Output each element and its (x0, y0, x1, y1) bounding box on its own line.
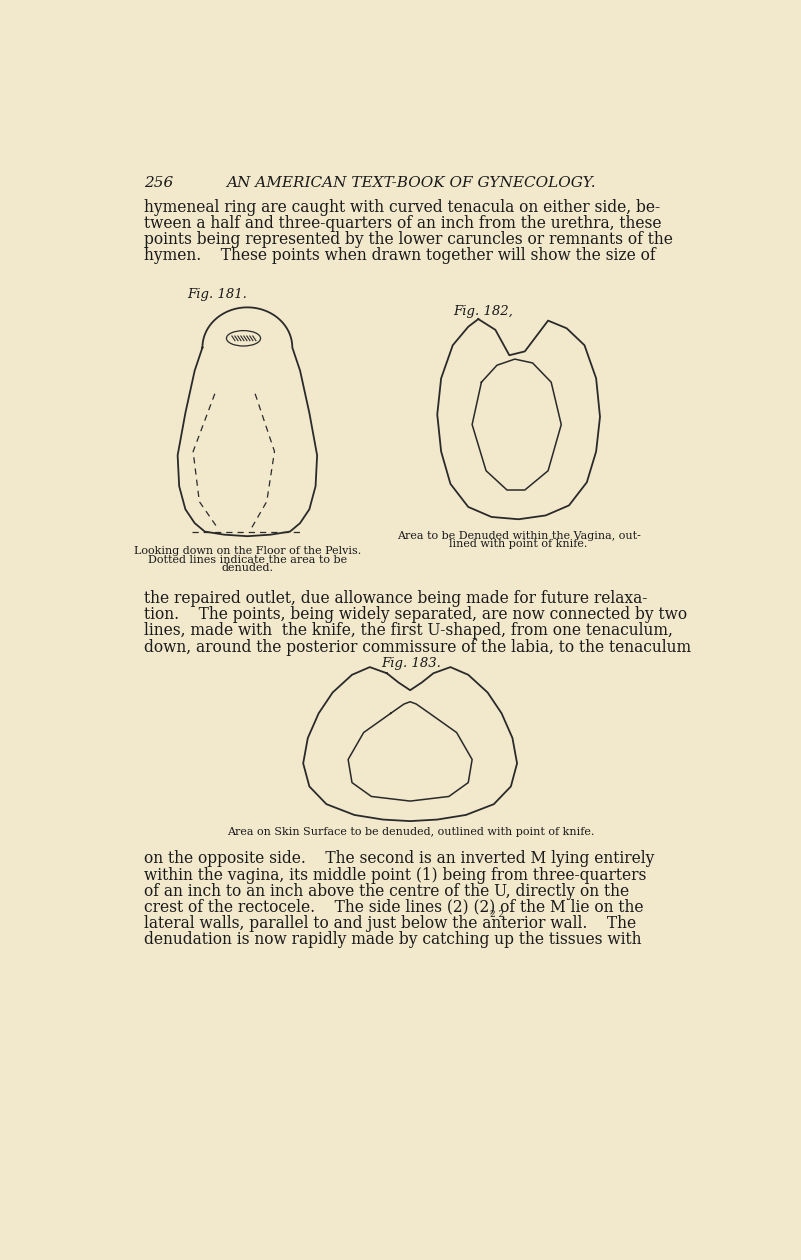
Text: Fig. 182,: Fig. 182, (453, 305, 513, 319)
Text: points being represented by the lower caruncles or remnants of the: points being represented by the lower ca… (144, 232, 673, 248)
Text: lined with point of knife.: lined with point of knife. (449, 539, 588, 549)
Text: Fig. 181.: Fig. 181. (187, 289, 248, 301)
Text: lines, made with  the knife, the first U-shaped, from one tenaculum,: lines, made with the knife, the first U-… (144, 622, 673, 639)
Text: 2 2: 2 2 (490, 910, 504, 919)
Text: tween a half and three-quarters of an inch from the urethra, these: tween a half and three-quarters of an in… (144, 215, 662, 232)
Text: Looking down on the Floor of the Pelvis.: Looking down on the Floor of the Pelvis. (134, 547, 361, 556)
Text: on the opposite side.    The second is an inverted M lying entirely: on the opposite side. The second is an i… (144, 850, 654, 867)
Text: down, around the posterior commissure of the labia, to the tenaculum: down, around the posterior commissure of… (144, 639, 691, 655)
Text: lateral walls, parallel to and just below the anterior wall.    The: lateral walls, parallel to and just belo… (144, 915, 637, 932)
Text: within the vagina, its middle point (1) being from three-quarters: within the vagina, its middle point (1) … (144, 867, 646, 883)
Text: denudation is now rapidly made by catching up the tissues with: denudation is now rapidly made by catchi… (144, 931, 642, 949)
Text: hymen.    These points when drawn together will show the size of: hymen. These points when drawn together … (144, 247, 656, 265)
Text: 256: 256 (144, 176, 174, 190)
Text: Fig. 183.: Fig. 183. (381, 658, 441, 670)
Text: the repaired outlet, due allowance being made for future relaxa-: the repaired outlet, due allowance being… (144, 590, 648, 607)
Text: crest of the rectocele.    The side lines (2) (2) of the M lie on the: crest of the rectocele. The side lines (… (144, 898, 644, 916)
Text: Dotted lines indicate the area to be: Dotted lines indicate the area to be (148, 554, 347, 564)
Text: Area on Skin Surface to be denuded, outlined with point of knife.: Area on Skin Surface to be denuded, outl… (227, 828, 594, 837)
Text: of an inch to an inch above the centre of the U, directly on the: of an inch to an inch above the centre o… (144, 883, 630, 900)
Text: Area to be Denuded within the Vagina, out-: Area to be Denuded within the Vagina, ou… (396, 530, 641, 541)
Text: AN AMERICAN TEXT-BOOK OF GYNECOLOGY.: AN AMERICAN TEXT-BOOK OF GYNECOLOGY. (226, 176, 596, 190)
Text: hymeneal ring are caught with curved tenacula on either side, be-: hymeneal ring are caught with curved ten… (144, 199, 661, 215)
Text: tion.    The points, being widely separated, are now connected by two: tion. The points, being widely separated… (144, 606, 687, 624)
Text: denuded.: denuded. (221, 563, 273, 573)
